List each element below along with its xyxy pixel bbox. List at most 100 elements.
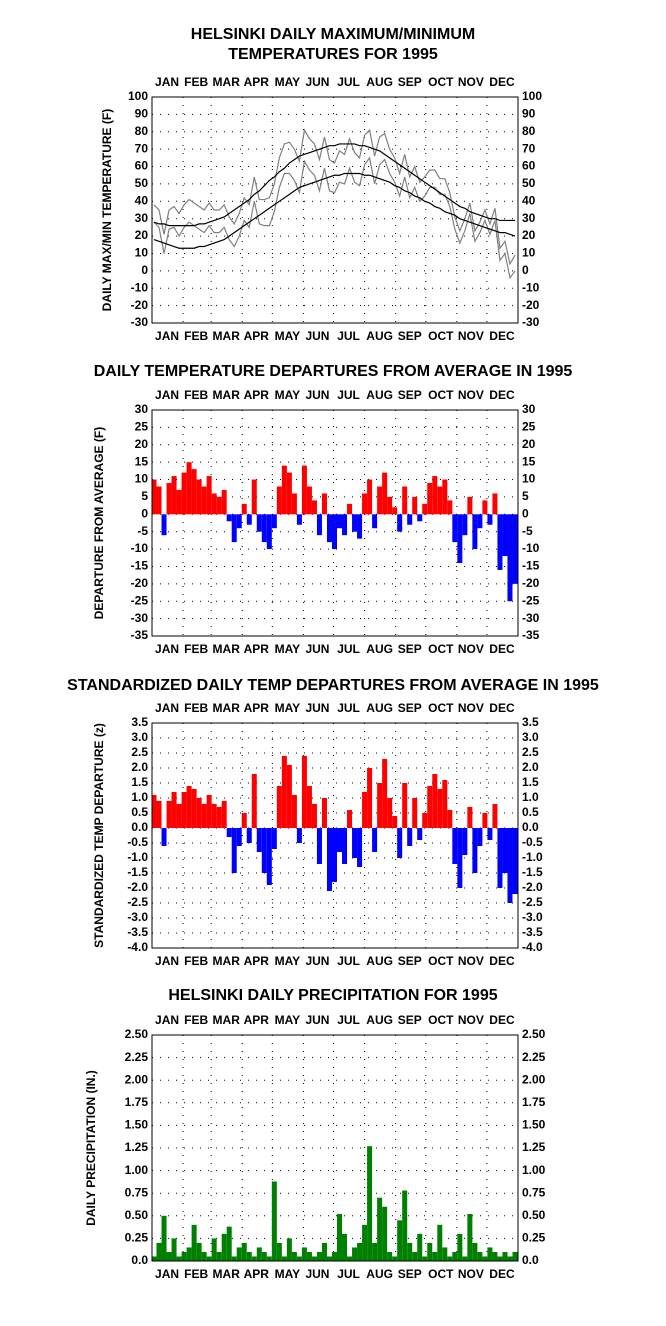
y-tick-label: 0 bbox=[141, 263, 148, 277]
bar bbox=[151, 1256, 157, 1261]
y-tick-label: 1.25 bbox=[125, 1140, 149, 1154]
x-tick-label-bottom: OCT bbox=[428, 954, 454, 968]
bar bbox=[216, 496, 222, 515]
bar bbox=[176, 489, 182, 515]
bar bbox=[201, 1251, 207, 1261]
bar bbox=[457, 828, 463, 888]
bar bbox=[507, 514, 513, 602]
y-tick-label-right: -2.0 bbox=[522, 880, 543, 894]
y-tick-label: 2.00 bbox=[125, 1072, 149, 1086]
bar bbox=[442, 479, 448, 515]
bar bbox=[447, 810, 453, 828]
x-tick-label-bottom: AUG bbox=[366, 329, 393, 343]
y-tick-label: -30 bbox=[131, 611, 149, 625]
bar bbox=[432, 476, 438, 515]
y-tick-label-right: 0 bbox=[522, 263, 529, 277]
y-tick-label: 30 bbox=[135, 402, 149, 416]
x-tick-label-bottom: JAN bbox=[155, 329, 179, 343]
bar bbox=[201, 804, 207, 828]
y-tick-label: 20 bbox=[135, 228, 149, 242]
bar bbox=[236, 514, 242, 529]
x-tick-label-bottom: MAR bbox=[213, 954, 241, 968]
bar bbox=[301, 465, 307, 515]
bar bbox=[236, 1247, 242, 1261]
y-tick-label-right: 0.75 bbox=[522, 1185, 546, 1199]
x-tick-label-bottom: OCT bbox=[428, 1267, 454, 1281]
bar bbox=[377, 783, 383, 828]
x-tick-label: FEB bbox=[184, 75, 208, 89]
bar bbox=[392, 1256, 398, 1261]
bar bbox=[382, 1206, 388, 1261]
y-tick-label: 10 bbox=[135, 472, 149, 486]
chart-title: TEMPERATURES FOR 1995 bbox=[228, 46, 438, 63]
bar bbox=[171, 1238, 177, 1261]
bar bbox=[271, 1181, 277, 1261]
bar bbox=[181, 1251, 187, 1261]
plot-frame bbox=[151, 409, 519, 637]
bar bbox=[251, 1256, 257, 1261]
x-tick-label-bottom: APR bbox=[244, 1267, 270, 1281]
bar bbox=[502, 1251, 508, 1261]
y-tick-label-right: -5 bbox=[522, 524, 533, 538]
y-tick-label: 0.0 bbox=[131, 1253, 148, 1267]
bar bbox=[331, 514, 338, 550]
bar bbox=[372, 828, 378, 852]
bar bbox=[487, 514, 493, 525]
x-tick-label-bottom: JUL bbox=[337, 1267, 360, 1281]
bar bbox=[387, 496, 393, 515]
y-tick-label-right: -3.5 bbox=[522, 925, 543, 939]
bar bbox=[191, 469, 197, 515]
x-tick-label-bottom: JAN bbox=[155, 1267, 179, 1281]
x-tick-label-bottom: SEP bbox=[398, 1267, 422, 1281]
bar bbox=[321, 798, 327, 828]
y-tick-label: 2.0 bbox=[131, 760, 148, 774]
y-tick-label-right: 0.25 bbox=[522, 1231, 546, 1245]
bar bbox=[467, 496, 473, 515]
x-tick-label: JUL bbox=[337, 388, 360, 402]
bar bbox=[216, 1251, 222, 1261]
bar bbox=[472, 1242, 478, 1261]
x-tick-label-bottom: AUG bbox=[366, 1267, 393, 1281]
bar bbox=[347, 503, 353, 515]
x-tick-label: AUG bbox=[366, 75, 393, 89]
bar bbox=[246, 828, 252, 843]
x-tick-label-bottom: MAR bbox=[213, 1267, 241, 1281]
bar bbox=[291, 1251, 297, 1261]
bar bbox=[311, 804, 317, 828]
bar bbox=[422, 503, 428, 515]
bar bbox=[311, 500, 317, 515]
x-tick-label: MAR bbox=[213, 701, 241, 715]
bar bbox=[412, 798, 418, 828]
x-tick-label-bottom: JUN bbox=[305, 954, 329, 968]
bar bbox=[261, 828, 267, 873]
bar bbox=[452, 1251, 458, 1261]
x-tick-label-bottom: MAR bbox=[213, 329, 241, 343]
x-tick-label: SEP bbox=[398, 1013, 422, 1027]
y-tick-label: 40 bbox=[135, 193, 149, 207]
bar bbox=[261, 514, 267, 543]
y-tick-label: -20 bbox=[131, 298, 149, 312]
bar bbox=[221, 1233, 227, 1261]
y-tick-label-right: 1.0 bbox=[522, 790, 539, 804]
bar bbox=[251, 479, 257, 515]
bar bbox=[226, 1226, 232, 1261]
bar bbox=[331, 828, 338, 882]
y-tick-label-right: -4.0 bbox=[522, 940, 543, 954]
bar bbox=[457, 514, 463, 563]
y-tick-label-right: 90 bbox=[522, 107, 536, 121]
x-tick-label-bottom: APR bbox=[244, 642, 270, 656]
bar bbox=[211, 1238, 217, 1261]
bar bbox=[467, 807, 473, 828]
chart-title: DAILY TEMPERATURE DEPARTURES FROM AVERAG… bbox=[94, 363, 573, 380]
x-tick-label: NOV bbox=[458, 388, 484, 402]
x-tick-label-bottom: APR bbox=[244, 954, 270, 968]
y-tick-label-right: 5 bbox=[522, 489, 529, 503]
y-tick-label: 0.5 bbox=[131, 805, 148, 819]
bar bbox=[236, 828, 242, 846]
x-tick-label: NOV bbox=[458, 701, 484, 715]
x-tick-label: JUL bbox=[337, 701, 360, 715]
x-tick-label: JUN bbox=[305, 701, 329, 715]
y-tick-label: 0.0 bbox=[131, 820, 148, 834]
bar bbox=[492, 1251, 498, 1261]
